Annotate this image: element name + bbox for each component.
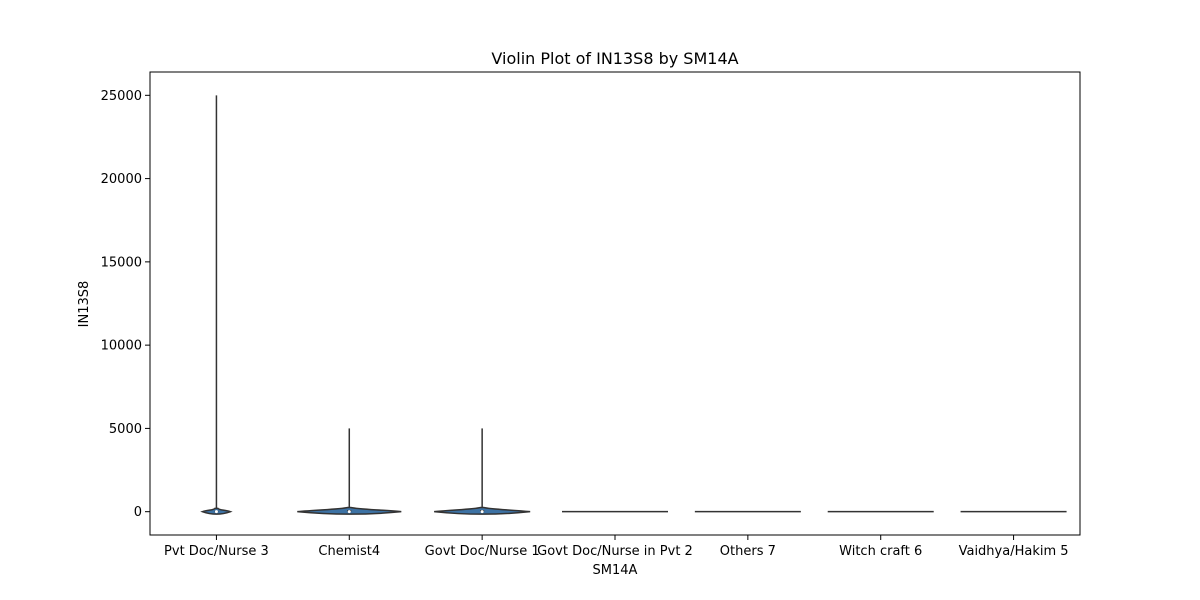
y-tick-label: 5000 [109,422,142,437]
x-tick-label: Pvt Doc/Nurse 3 [164,544,269,559]
x-axis: Pvt Doc/Nurse 3 Chemist4 Govt Doc/Nurse 1G… [164,535,1069,559]
violin-median-marker [347,510,351,514]
y-tick-label: 25000 [101,89,142,104]
plot-area-frame [149,71,1081,536]
x-tick-label: Govt Doc/Nurse in Pvt 2 [537,544,693,559]
x-tick-label: Govt Doc/Nurse 1 [425,544,540,559]
violin-2 [297,428,402,515]
x-tick-label: Chemist4 [318,544,380,559]
y-axis-title: IN13S8 [77,281,92,328]
y-tick-label: 20000 [101,172,142,187]
violin-median-marker [214,510,218,514]
x-axis-title: SM14A [593,563,638,578]
x-tick-label: Others 7 [720,544,776,559]
y-tick-label: 0 [134,505,142,520]
violin-3 [434,428,531,515]
chart-title: Violin Plot of IN13S8 by SM14A [491,49,738,68]
x-tick-label: Witch craft 6 [839,544,922,559]
x-tick-label: Vaidhya/Hakim 5 [959,544,1069,559]
violin-median-marker [480,510,484,514]
y-tick-label: 10000 [101,339,142,354]
y-tick-label: 15000 [101,255,142,270]
y-axis: 0 5000 10000 15000 20000 25000 [101,89,150,520]
violin-1 [200,95,233,515]
violins-group [200,95,1067,515]
